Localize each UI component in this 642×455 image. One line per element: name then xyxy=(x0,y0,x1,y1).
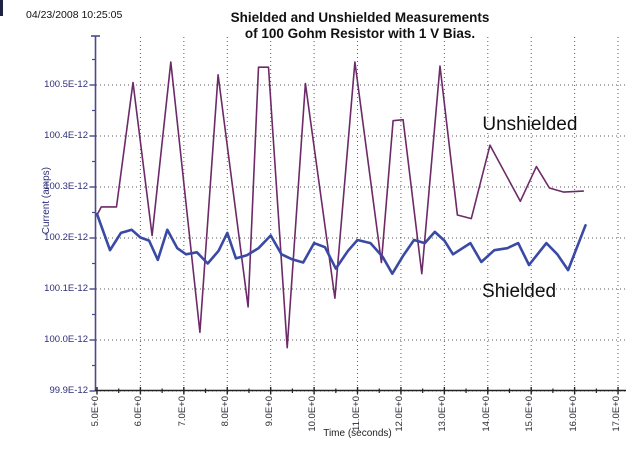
y-tick-label: 99.9E-12 xyxy=(49,385,88,396)
chart-title: Shielded and Unshielded Measurements of … xyxy=(95,10,625,42)
x-tick-label: 10.0E+0 xyxy=(307,396,319,432)
window-edge-artifact xyxy=(0,0,3,16)
x-axis-title: Time (seconds) xyxy=(323,428,392,439)
y-tick-label: 100.0E-12 xyxy=(44,334,88,345)
chart-title-line1: Shielded and Unshielded Measurements xyxy=(230,10,490,25)
x-tick-label: 5.0E+0 xyxy=(90,396,101,427)
y-tick-label: 100.2E-12 xyxy=(44,232,88,243)
x-tick-label: 17.0E+0 xyxy=(611,396,623,432)
y-tick-label: 100.4E-12 xyxy=(44,130,88,141)
shielded-annotation: Shielded xyxy=(482,281,557,303)
y-tick-label: 100.1E-12 xyxy=(44,283,88,294)
timestamp-label: 04/23/2008 10:25:05 xyxy=(26,9,123,21)
x-tick-label: 12.0E+0 xyxy=(393,396,405,432)
x-tick-label: 9.0E+0 xyxy=(263,396,275,427)
chart-title-line2: of 100 Gohm Resistor with 1 V Bias. xyxy=(244,26,476,41)
x-tick-label: 14.0E+0 xyxy=(480,396,492,432)
x-tick-label: 13.0E+0 xyxy=(437,396,449,432)
shielded-line xyxy=(95,212,587,276)
x-tick-label: 11.0E+0 xyxy=(350,396,362,431)
x-tick-label: 7.0E+0 xyxy=(176,396,188,427)
y-axis-title: Current (amps) xyxy=(41,167,52,235)
y-tick-label: 100.3E-12 xyxy=(44,181,88,192)
x-tick-label: 15.0E+0 xyxy=(524,396,536,432)
unshielded-annotation: Unshielded xyxy=(482,113,578,135)
x-tick-label: 8.0E+0 xyxy=(220,396,232,427)
y-tick-label: 100.5E-12 xyxy=(44,79,88,90)
x-tick-label: 16.0E+0 xyxy=(567,396,579,432)
x-tick-label: 6.0E+0 xyxy=(133,396,145,427)
unshielded-line xyxy=(96,61,585,349)
